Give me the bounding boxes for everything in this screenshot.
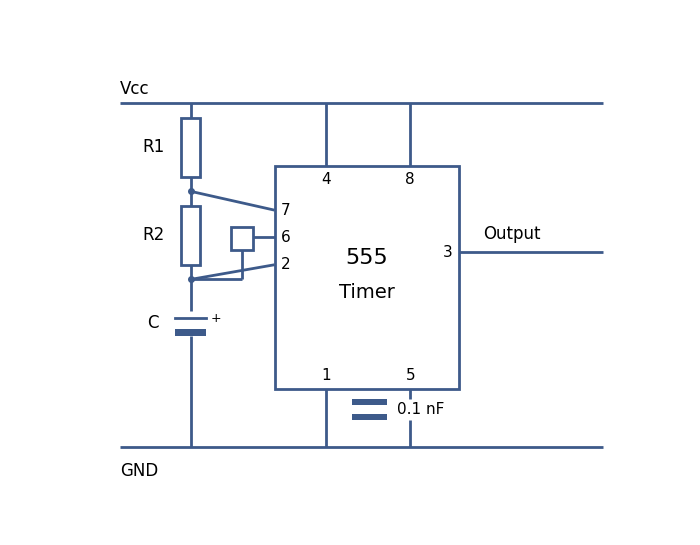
Text: 0.1 nF: 0.1 nF xyxy=(397,402,444,417)
Bar xyxy=(274,166,459,389)
Bar xyxy=(352,414,387,420)
Text: Output: Output xyxy=(484,225,541,243)
Bar xyxy=(181,206,200,265)
Text: 1: 1 xyxy=(321,368,331,384)
Text: R2: R2 xyxy=(142,226,164,244)
Text: 3: 3 xyxy=(443,245,453,259)
Text: Vcc: Vcc xyxy=(120,80,150,98)
Text: R1: R1 xyxy=(142,138,164,156)
Text: 8: 8 xyxy=(405,172,415,187)
Text: 2: 2 xyxy=(281,257,290,272)
Text: 7: 7 xyxy=(281,203,290,217)
Text: GND: GND xyxy=(120,462,158,480)
Text: +: + xyxy=(211,312,221,324)
Bar xyxy=(181,118,200,177)
Bar xyxy=(175,329,206,336)
Text: Timer: Timer xyxy=(339,282,395,301)
Bar xyxy=(231,227,253,250)
Text: 5: 5 xyxy=(405,368,415,384)
Text: 4: 4 xyxy=(321,172,331,187)
Text: C: C xyxy=(147,314,159,332)
Text: 555: 555 xyxy=(346,249,389,269)
Text: 6: 6 xyxy=(281,230,291,245)
Bar xyxy=(352,398,387,405)
